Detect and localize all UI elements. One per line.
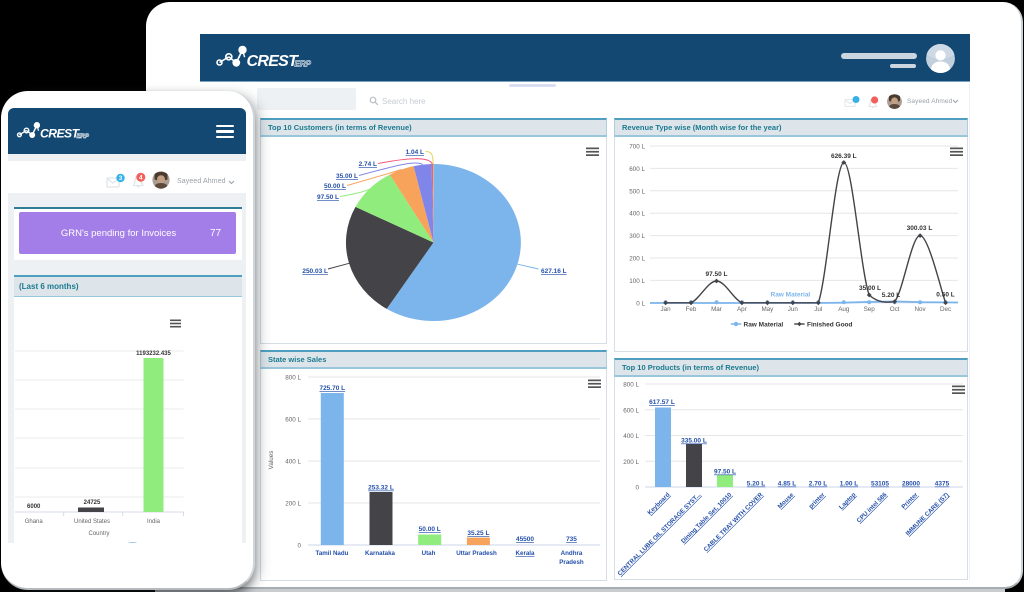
svg-text:Aug: Aug (838, 306, 850, 313)
svg-text:6000: 6000 (27, 504, 41, 510)
svg-text:Printer: Printer (900, 491, 919, 510)
svg-text:3: 3 (119, 176, 123, 182)
svg-text:5.20 L: 5.20 L (747, 481, 765, 488)
svg-text:725.70 L: 725.70 L (319, 385, 345, 392)
svg-text:50.00 L: 50.00 L (324, 183, 346, 190)
svg-text:Kerala: Kerala (516, 550, 535, 557)
svg-text:Feb: Feb (686, 306, 697, 313)
svg-text:Karnataka: Karnataka (365, 550, 395, 557)
svg-text:800 L: 800 L (285, 375, 301, 382)
svg-text:28000: 28000 (902, 481, 920, 488)
svg-text:335.00 L: 335.00 L (681, 438, 707, 445)
svg-text:617.57 L: 617.57 L (649, 399, 675, 406)
svg-text:Dec: Dec (940, 306, 951, 313)
svg-text:Ghana: Ghana (25, 519, 44, 525)
svg-text:0.50 L: 0.50 L (936, 292, 954, 299)
svg-text:400 L: 400 L (629, 211, 645, 218)
svg-text:24725: 24725 (84, 500, 101, 506)
svg-text:Jun: Jun (788, 306, 799, 313)
svg-text:0 L: 0 L (636, 300, 645, 307)
svg-text:700 L: 700 L (629, 144, 645, 151)
svg-text:300 L: 300 L (629, 233, 645, 240)
svg-text:CABLE TRAY WITH COVER: CABLE TRAY WITH COVER (703, 491, 765, 553)
svg-text:1.04 L: 1.04 L (406, 149, 424, 156)
svg-text:Values: Values (268, 451, 275, 470)
svg-text:400 L: 400 L (285, 459, 301, 466)
svg-text:Mouse: Mouse (777, 491, 796, 510)
svg-text:Mar: Mar (711, 306, 722, 313)
svg-text:ERP: ERP (76, 133, 89, 140)
svg-text:Sep: Sep (864, 306, 876, 313)
svg-text:Nov: Nov (914, 306, 926, 313)
svg-text:May: May (761, 306, 774, 313)
svg-text:1193232.435: 1193232.435 (136, 351, 171, 357)
svg-text:4: 4 (139, 175, 143, 182)
svg-text:97.50 L: 97.50 L (317, 194, 339, 201)
svg-text:200 L: 200 L (629, 256, 645, 263)
svg-text:735: 735 (566, 536, 577, 543)
svg-text:600 L: 600 L (623, 407, 639, 414)
svg-text:0: 0 (635, 485, 639, 492)
svg-text:250.03 L: 250.03 L (302, 268, 328, 275)
svg-text:35.00 L: 35.00 L (336, 173, 358, 180)
svg-text:300.03 L: 300.03 L (907, 225, 933, 232)
svg-text:626.39 L: 626.39 L (831, 153, 857, 160)
svg-text:1.00 L: 1.00 L (840, 481, 858, 488)
svg-text:Jul: Jul (814, 306, 822, 313)
svg-text:200 L: 200 L (285, 501, 301, 508)
svg-text:4375: 4375 (935, 481, 950, 488)
svg-text:50.00 L: 50.00 L (419, 526, 441, 533)
svg-text:Raw Material: Raw Material (771, 292, 811, 299)
svg-text:627.16 L: 627.16 L (541, 268, 567, 275)
svg-text:ERP: ERP (295, 60, 312, 69)
svg-text:97.50 L: 97.50 L (714, 469, 736, 476)
svg-text:CREST: CREST (247, 53, 300, 70)
svg-text:Country: Country (88, 531, 109, 537)
svg-text:35.25 L: 35.25 L (467, 530, 489, 537)
svg-text:400 L: 400 L (623, 433, 639, 440)
svg-text:Utah: Utah (422, 550, 436, 557)
svg-text:45500: 45500 (516, 536, 534, 543)
svg-text:Laptop: Laptop (838, 491, 858, 511)
svg-text:printer: printer (808, 491, 827, 510)
svg-text:Finished Good: Finished Good (807, 321, 853, 328)
svg-text:800 L: 800 L (623, 382, 639, 389)
svg-text:500 L: 500 L (629, 188, 645, 195)
svg-text:United States: United States (74, 519, 110, 525)
svg-text:Uttar Pradesh: Uttar Pradesh (456, 550, 497, 557)
svg-text:4.85 L: 4.85 L (778, 481, 796, 488)
svg-text:2.70 L: 2.70 L (809, 481, 827, 488)
svg-text:53105: 53105 (871, 481, 889, 488)
svg-text:Pradesh: Pradesh (559, 559, 584, 566)
svg-text:0: 0 (297, 543, 301, 550)
svg-text:CREST: CREST (40, 126, 81, 140)
svg-text:Raw Material: Raw Material (744, 321, 784, 328)
svg-text:Oct: Oct (890, 306, 900, 313)
svg-text:Keyboard: Keyboard (646, 491, 671, 516)
svg-text:Andhra: Andhra (561, 550, 583, 557)
svg-text:Apr: Apr (737, 306, 747, 313)
svg-text:600 L: 600 L (285, 417, 301, 424)
svg-text:100 L: 100 L (629, 278, 645, 285)
svg-text:200 L: 200 L (623, 459, 639, 466)
svg-text:India: India (147, 519, 161, 525)
svg-text:2.74 L: 2.74 L (359, 161, 377, 168)
svg-text:97.50 L: 97.50 L (705, 271, 727, 278)
svg-text:600 L: 600 L (629, 166, 645, 173)
svg-text:5.20 L: 5.20 L (882, 292, 900, 299)
svg-text:Jan: Jan (661, 306, 672, 313)
svg-text:Dining Table Set, 10010: Dining Table Set, 10010 (680, 491, 734, 545)
svg-text:Tamil Nadu: Tamil Nadu (316, 550, 349, 557)
svg-text:253.32 L: 253.32 L (368, 485, 394, 492)
svg-text:CPU intel 586: CPU intel 586 (856, 491, 889, 524)
svg-text:35.00 L: 35.00 L (859, 285, 881, 292)
